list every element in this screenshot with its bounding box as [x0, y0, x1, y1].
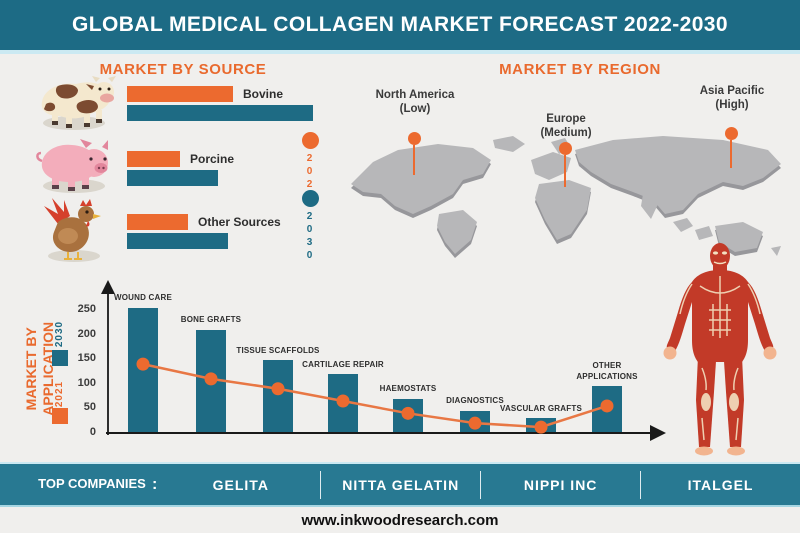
- source-bar-2030: [127, 105, 313, 121]
- line-data-point: [468, 416, 482, 430]
- y-axis-tick: 50: [83, 401, 96, 414]
- legend-year-2021: 2021: [304, 153, 315, 205]
- line-data-point: [136, 357, 150, 371]
- company-name: NITTA GELATIN: [342, 476, 460, 493]
- line-data-point: [204, 372, 218, 386]
- cow-icon: [28, 70, 120, 132]
- pin-stem: [564, 155, 566, 187]
- region-level: (High): [715, 99, 749, 112]
- application-category-label: TISSUE SCAFFOLDS: [236, 345, 320, 355]
- source-bar-label: Porcine: [190, 152, 235, 166]
- app-legend-square-2021: [52, 408, 68, 424]
- top-companies-label: TOP COMPANIES: [38, 476, 146, 492]
- app-legend-square-2030: [52, 350, 68, 366]
- market-by-region-title: MARKET BY REGION: [499, 61, 661, 78]
- pin-europe-icon: [559, 142, 572, 155]
- source-bar-2030: [127, 170, 218, 186]
- source-bar-2021: [127, 86, 233, 102]
- pin-stem: [730, 140, 732, 168]
- source-bar-2030: [127, 233, 228, 249]
- pin-north-america-icon: [408, 132, 421, 145]
- world-map: [343, 122, 795, 269]
- application-category-label: DIAGNOSTICS: [446, 396, 504, 406]
- header-banner: GLOBAL MEDICAL COLLAGEN MARKET FORECAST …: [0, 0, 800, 54]
- region-name: Asia Pacific: [699, 85, 765, 97]
- region-name: North America: [375, 89, 455, 101]
- application-category-label: CARTILAGE REPAIR: [302, 359, 384, 369]
- region-name: Europe: [546, 113, 586, 125]
- company-name: GELITA: [212, 476, 269, 493]
- y-axis-tick: 100: [77, 376, 96, 389]
- pig-icon: [28, 133, 120, 195]
- pin-asia-pacific-icon: [725, 127, 738, 140]
- top-companies-colon: :: [152, 475, 158, 493]
- company-name: ITALGEL: [687, 476, 754, 493]
- source-bar-2021: [127, 151, 180, 167]
- page-title: GLOBAL MEDICAL COLLAGEN MARKET FORECAST …: [72, 13, 728, 36]
- y-axis-tick: 150: [77, 352, 96, 365]
- y-axis-tick: 0: [89, 426, 96, 438]
- application-category-label: VASCULAR GRAFTS: [500, 403, 582, 413]
- line-data-point: [534, 420, 548, 434]
- source-bar-label: Other Sources: [198, 215, 281, 229]
- companies-list: GELITA NITTA GELATIN NIPPI INC ITALGEL: [161, 470, 800, 499]
- application-category-label: WOUND CARE: [114, 293, 172, 303]
- region-label-north-america: North America (Low): [370, 88, 460, 117]
- rooster-icon: [28, 194, 120, 264]
- company-divider: [640, 470, 642, 499]
- application-category-label: OTHER APPLICATIONS: [576, 361, 638, 381]
- company-divider: [480, 470, 482, 499]
- website-url[interactable]: www.inkwoodresearch.com: [301, 511, 499, 529]
- pin-stem: [413, 145, 415, 175]
- region-label-europe: Europe (Medium): [521, 112, 611, 141]
- source-bar-label: Bovine: [243, 87, 284, 101]
- application-bar: [263, 360, 293, 433]
- market-by-source-title: MARKET BY SOURCE: [99, 61, 267, 78]
- company-name: NIPPI INC: [523, 476, 598, 493]
- application-chart: 0 50 100 150 200 250 WOUND CARE BONE GRAFTS TISS…: [0, 278, 690, 458]
- line-data-point: [600, 399, 614, 413]
- application-category-label: HAEMOSTATS: [379, 384, 437, 394]
- legend-dot-2030: [302, 190, 319, 207]
- source-bar-2021: [127, 214, 188, 230]
- top-companies-band: TOP COMPANIES : GELITA NITTA GELATIN NIPPI…: [0, 462, 800, 507]
- region-label-asia-pacific: Asia Pacific (High): [687, 84, 777, 113]
- application-category-label: BONE GRAFTS: [180, 315, 242, 325]
- chart-axes-and-line: [101, 280, 666, 441]
- line-data-point: [336, 394, 350, 408]
- footer: www.inkwoodresearch.com: [0, 507, 800, 533]
- legend-year-2030: 2030: [304, 211, 315, 263]
- y-axis-tick: 250: [77, 303, 96, 315]
- region-level: (Medium): [540, 127, 592, 140]
- y-axis-tick: 200: [77, 327, 96, 340]
- region-level: (Low): [399, 103, 431, 116]
- line-data-point: [401, 406, 415, 420]
- company-divider: [320, 470, 322, 499]
- line-data-point: [271, 382, 285, 396]
- human-anatomy-figure: [652, 240, 788, 463]
- legend-dot-2021: [302, 132, 319, 149]
